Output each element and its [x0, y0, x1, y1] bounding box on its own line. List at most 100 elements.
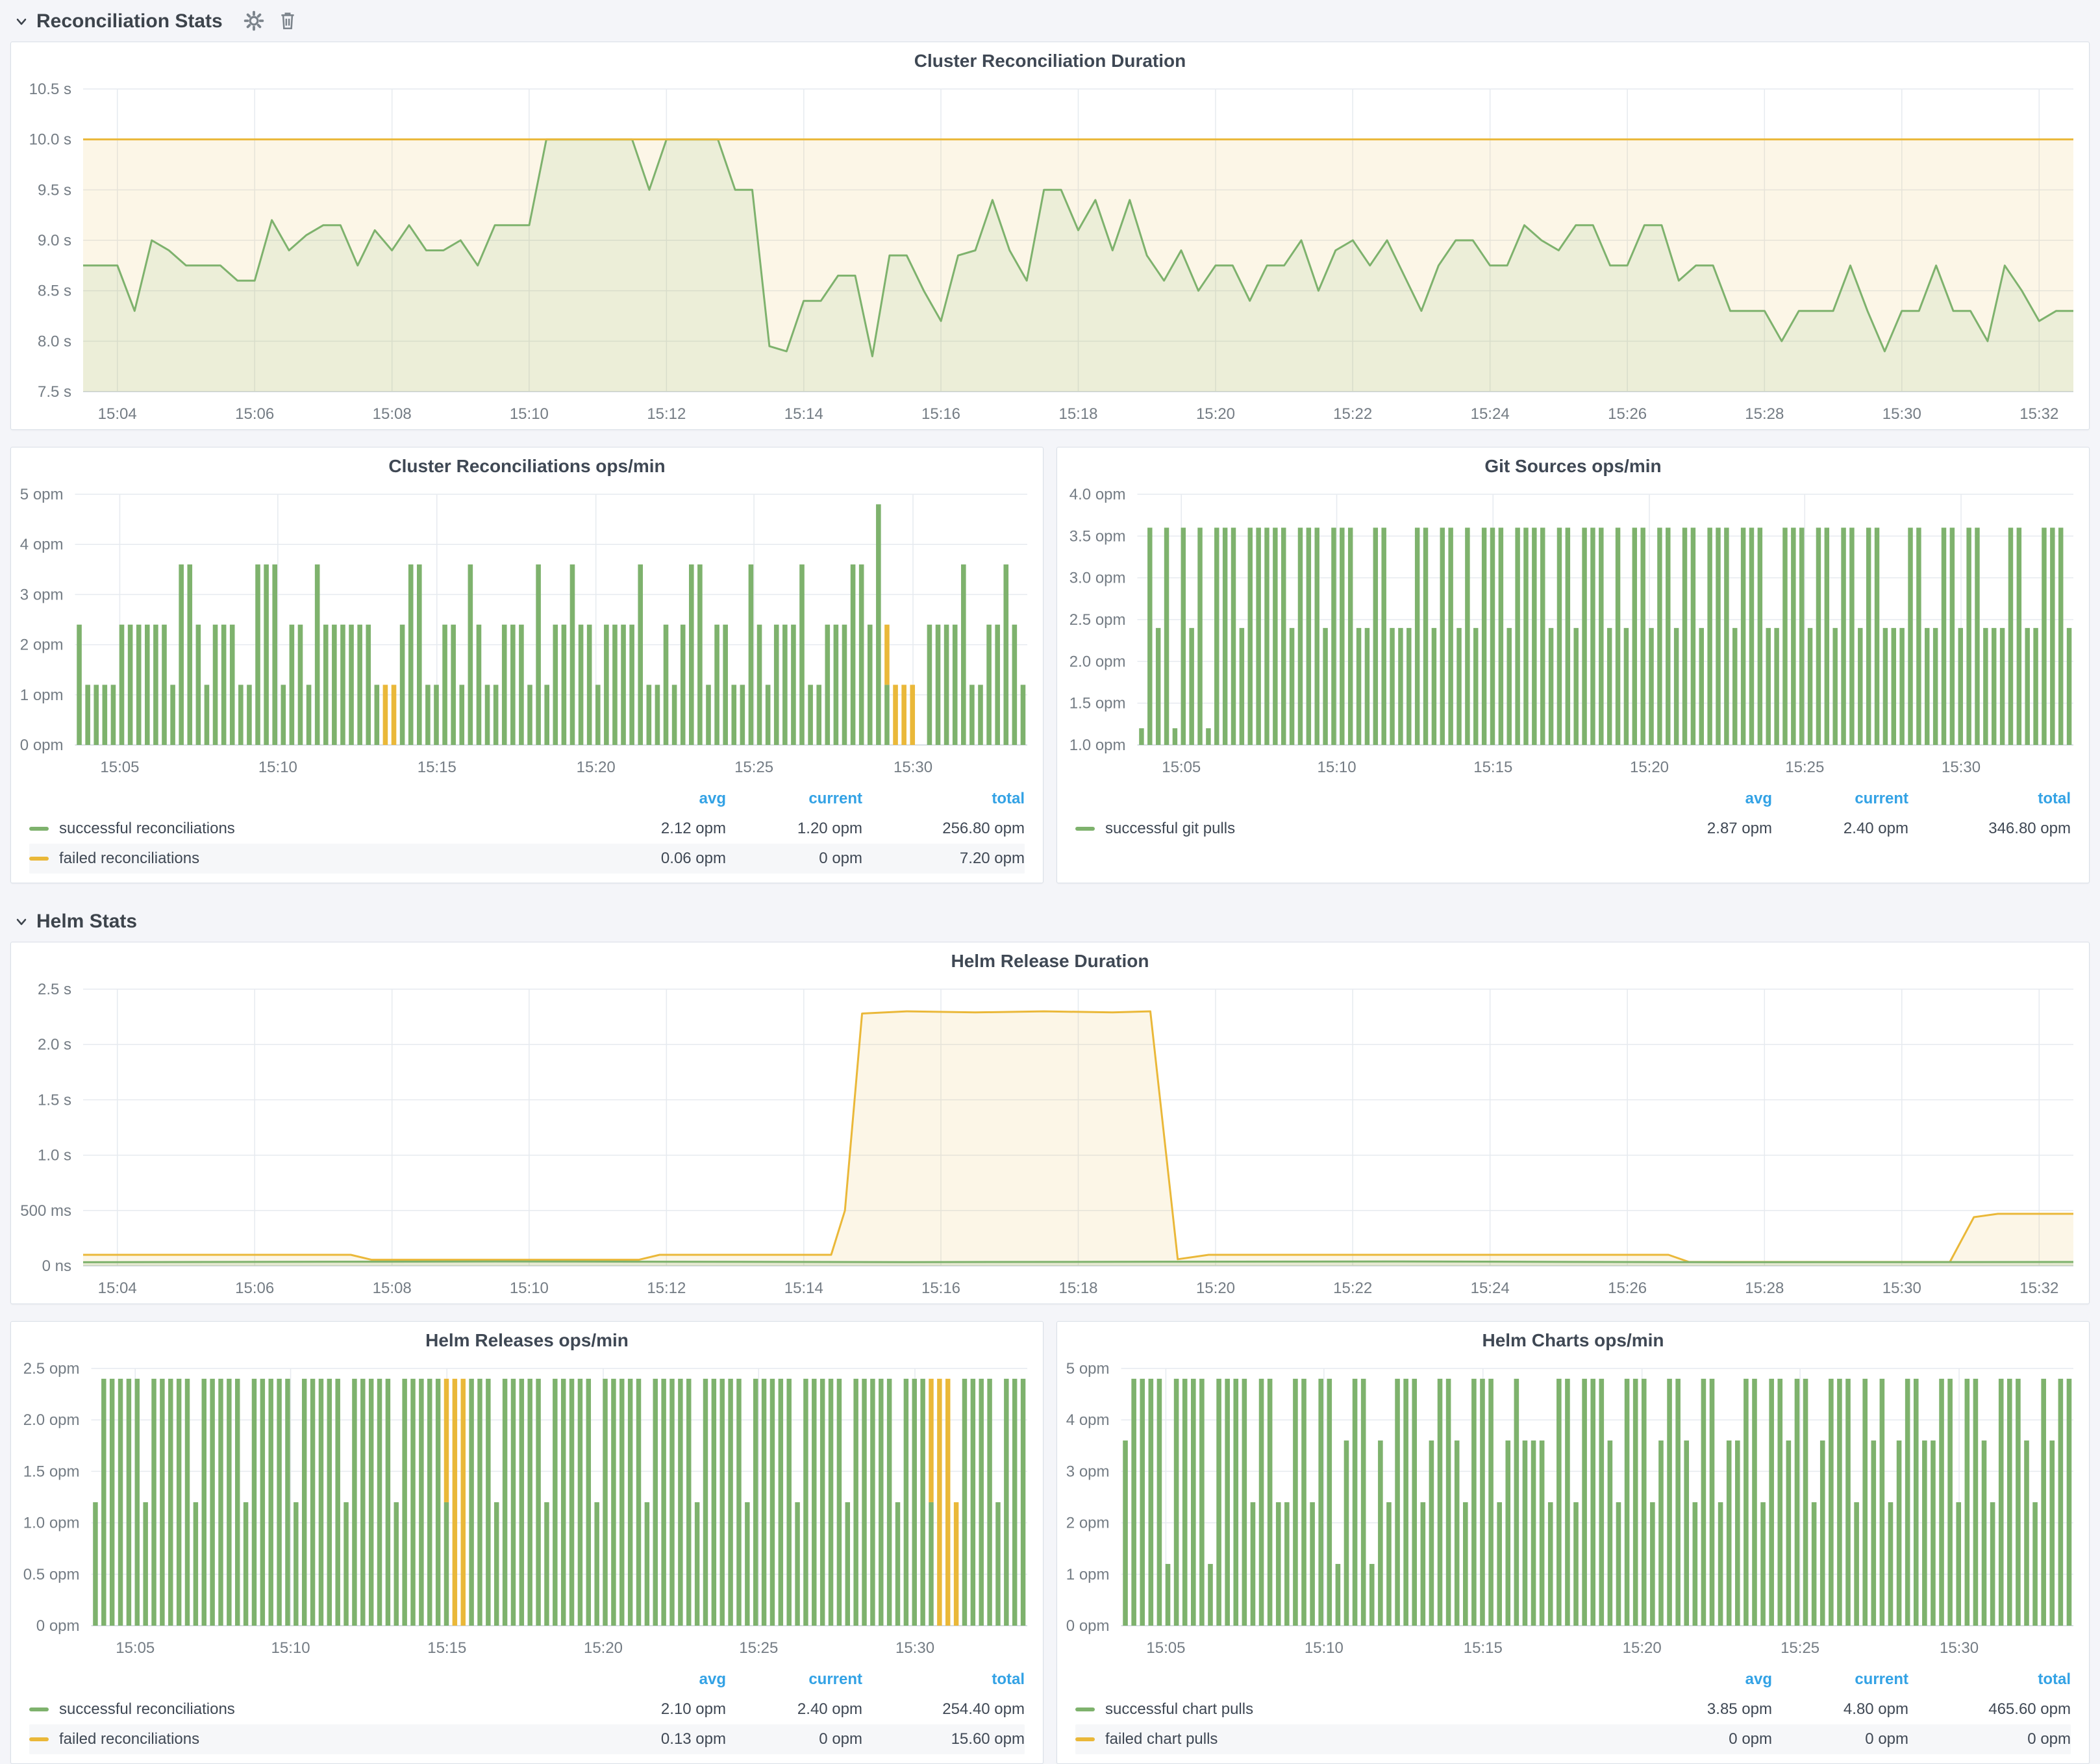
bar-successful[interactable]	[1565, 527, 1571, 745]
chart-canvas[interactable]: 15:05 15:10 15:15 15:20 15:25 15:30 0 opm 1 opm…	[11, 484, 1043, 783]
bar-successful[interactable]	[227, 1378, 232, 1626]
bar-successful[interactable]	[1515, 527, 1520, 745]
bar-successful[interactable]	[1164, 527, 1169, 745]
bar-successful[interactable]	[501, 624, 507, 745]
bar-successful[interactable]	[1020, 685, 1026, 745]
bar-successful[interactable]	[1701, 1378, 1706, 1626]
bar-successful[interactable]	[1932, 627, 1938, 745]
bar-successful[interactable]	[1281, 527, 1286, 745]
bar-successful[interactable]	[2042, 527, 2047, 745]
section-settings-button[interactable]	[240, 8, 268, 34]
chart-canvas[interactable]: 15:05 15:10 15:15 15:20 15:25 15:30 1.0 opm 1.5…	[1057, 484, 2089, 783]
bar-successful[interactable]	[1173, 1378, 1179, 1626]
bar-successful[interactable]	[960, 564, 966, 745]
bar-successful[interactable]	[1998, 1378, 2004, 1626]
bar-successful[interactable]	[1323, 627, 1328, 745]
bar-successful[interactable]	[2025, 627, 2030, 745]
bar-successful[interactable]	[1871, 1440, 1877, 1626]
bar-successful[interactable]	[1340, 527, 1345, 745]
bar-successful[interactable]	[1726, 1440, 1732, 1626]
bar-successful[interactable]	[1306, 527, 1312, 745]
bar-successful[interactable]	[850, 564, 856, 745]
bar-successful[interactable]	[655, 685, 660, 745]
bar-successful[interactable]	[162, 624, 167, 745]
bar-successful[interactable]	[1707, 527, 1712, 745]
bar-failed[interactable]	[444, 1378, 449, 1502]
bar-successful[interactable]	[1247, 527, 1253, 745]
legend-sort-current[interactable]: current	[1855, 790, 1908, 807]
bar-successful[interactable]	[1615, 527, 1621, 745]
bar-successful[interactable]	[1866, 527, 1871, 745]
bar-successful[interactable]	[109, 1378, 115, 1626]
bar-successful[interactable]	[1794, 1378, 1800, 1626]
bar-successful[interactable]	[1273, 527, 1278, 745]
bar-successful[interactable]	[119, 624, 125, 745]
bar-successful[interactable]	[1264, 527, 1269, 745]
bar-successful[interactable]	[553, 1378, 558, 1626]
bar-successful[interactable]	[1199, 1378, 1205, 1626]
bar-successful[interactable]	[294, 1502, 299, 1626]
bar-successful[interactable]	[1757, 527, 1763, 745]
bar-successful[interactable]	[1990, 1502, 1995, 1626]
legend-sort-total[interactable]: total	[992, 790, 1025, 807]
bar-successful[interactable]	[285, 1378, 290, 1626]
bar-successful[interactable]	[1565, 1378, 1570, 1626]
bar-successful[interactable]	[1807, 627, 1813, 745]
bar-successful[interactable]	[419, 1378, 424, 1626]
bar-successful[interactable]	[1718, 1502, 1723, 1626]
bar-successful[interactable]	[1531, 1440, 1536, 1626]
bar-successful[interactable]	[1523, 527, 1529, 745]
bar-successful[interactable]	[719, 1378, 725, 1626]
bar-successful[interactable]	[352, 1378, 357, 1626]
bar-successful[interactable]	[773, 624, 779, 745]
bar-successful[interactable]	[368, 1378, 374, 1626]
bar-successful[interactable]	[714, 624, 719, 745]
bar-successful[interactable]	[1012, 1378, 1018, 1626]
bar-successful[interactable]	[970, 1378, 976, 1626]
bar-successful[interactable]	[1667, 1378, 1672, 1626]
bar-successful[interactable]	[560, 1378, 566, 1626]
bar-successful[interactable]	[1301, 1378, 1306, 1626]
bar-failed[interactable]	[391, 685, 397, 745]
bar-successful[interactable]	[1632, 527, 1638, 745]
bar-successful[interactable]	[332, 624, 337, 745]
legend-sort-avg[interactable]: avg	[699, 1670, 726, 1688]
bar-successful[interactable]	[1373, 527, 1379, 745]
bar-successful[interactable]	[1673, 627, 1679, 745]
bar-successful[interactable]	[2008, 527, 2014, 745]
bar-successful[interactable]	[1690, 527, 1696, 745]
bar-successful[interactable]	[1197, 527, 1203, 745]
bar-successful[interactable]	[1749, 527, 1755, 745]
bar-successful[interactable]	[569, 564, 575, 745]
bar-successful[interactable]	[1225, 1378, 1230, 1626]
bar-successful[interactable]	[1429, 1440, 1434, 1626]
bar-successful[interactable]	[306, 685, 312, 745]
bar-successful[interactable]	[671, 685, 677, 745]
bar-successful[interactable]	[238, 685, 244, 745]
legend-sort-total[interactable]: total	[992, 1670, 1025, 1688]
bar-successful[interactable]	[1462, 1502, 1468, 1626]
bar-successful[interactable]	[2032, 1502, 2038, 1626]
bar-successful[interactable]	[1949, 527, 1955, 745]
bar-successful[interactable]	[1532, 527, 1537, 745]
bar-successful[interactable]	[1233, 1378, 1239, 1626]
bar-successful[interactable]	[612, 624, 618, 745]
bar-successful[interactable]	[1480, 1378, 1485, 1626]
bar-successful[interactable]	[486, 1378, 491, 1626]
bar-successful[interactable]	[629, 624, 634, 745]
bar-successful[interactable]	[688, 564, 694, 745]
panel-title[interactable]: Cluster Reconciliation Duration	[914, 51, 1186, 71]
bar-successful[interactable]	[101, 1378, 106, 1626]
bar-successful[interactable]	[808, 685, 813, 745]
bar-successful[interactable]	[876, 504, 881, 745]
bar-successful[interactable]	[1724, 527, 1729, 745]
chart-canvas[interactable]: 15:04 15:06 15:08 15:10 15:12 15:14 15:16 15:18…	[11, 979, 2089, 1304]
bar-successful[interactable]	[335, 1378, 340, 1626]
bar-successful[interactable]	[1799, 527, 1805, 745]
bar-successful[interactable]	[1189, 627, 1194, 745]
bar-successful[interactable]	[318, 1378, 324, 1626]
bar-successful[interactable]	[646, 685, 652, 745]
bar-successful[interactable]	[1922, 1440, 1927, 1626]
bar-successful[interactable]	[301, 1378, 307, 1626]
bar-successful[interactable]	[686, 1378, 692, 1626]
